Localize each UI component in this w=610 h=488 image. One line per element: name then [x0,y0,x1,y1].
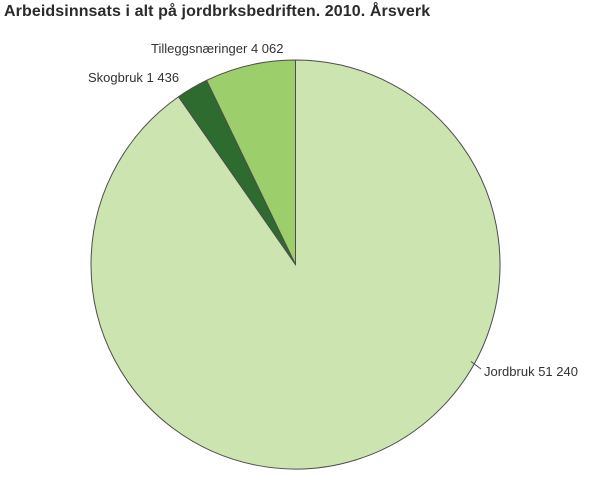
chart-title: Arbeidsinnsats i alt på jordbrksbedrifte… [4,3,431,20]
data-label-tilleggsnaeringer: Tilleggsnæringer 4 062 [151,41,284,56]
pie-slices [90,59,501,470]
data-label-jordbruk: Jordbruk 51 240 [484,364,578,379]
jordbruk-label-connector-line [470,361,482,370]
data-label-skogbruk: Skogbruk 1 436 [88,70,180,85]
pie-slice-tilleggsnaeringer[interactable] [205,59,296,265]
